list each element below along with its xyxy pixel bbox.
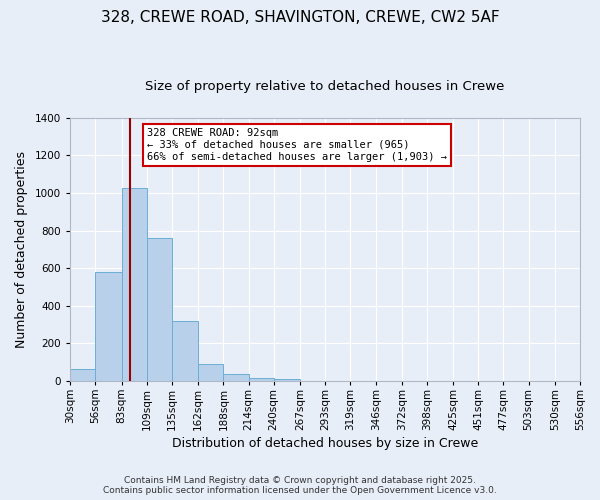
Bar bbox=[70, 369, 95, 381]
Bar bbox=[122, 188, 147, 381]
Y-axis label: Number of detached properties: Number of detached properties bbox=[15, 151, 28, 348]
Bar bbox=[198, 364, 223, 381]
Title: Size of property relative to detached houses in Crewe: Size of property relative to detached ho… bbox=[145, 80, 505, 93]
Text: Contains HM Land Registry data © Crown copyright and database right 2025.
Contai: Contains HM Land Registry data © Crown c… bbox=[103, 476, 497, 495]
Bar bbox=[223, 374, 248, 381]
X-axis label: Distribution of detached houses by size in Crewe: Distribution of detached houses by size … bbox=[172, 437, 478, 450]
Text: 328, CREWE ROAD, SHAVINGTON, CREWE, CW2 5AF: 328, CREWE ROAD, SHAVINGTON, CREWE, CW2 … bbox=[101, 10, 499, 25]
Bar bbox=[274, 380, 300, 381]
Bar bbox=[172, 321, 198, 381]
Text: 328 CREWE ROAD: 92sqm
← 33% of detached houses are smaller (965)
66% of semi-det: 328 CREWE ROAD: 92sqm ← 33% of detached … bbox=[146, 128, 446, 162]
Bar bbox=[147, 238, 172, 381]
Bar bbox=[248, 378, 274, 381]
Bar bbox=[95, 272, 122, 381]
